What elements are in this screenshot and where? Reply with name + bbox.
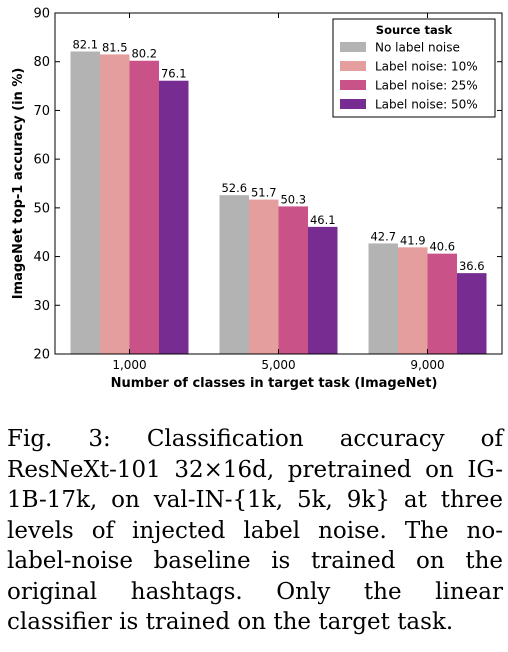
- x-axis-title: Number of classes in target task (ImageN…: [111, 376, 438, 391]
- y-tick-label: 70: [33, 104, 50, 119]
- bar: [398, 247, 428, 354]
- bar: [457, 273, 487, 354]
- x-axis: 1,000 5,000 9,000: [112, 13, 445, 372]
- bar: [129, 60, 159, 355]
- figure-caption: Fig. 3: Classification accuracy of ResNe…: [7, 426, 503, 635]
- legend-label: Label noise: 50%: [375, 98, 478, 112]
- bar: [278, 206, 308, 354]
- bar-value-label: 80.2: [131, 47, 157, 61]
- legend-title: Source task: [376, 23, 453, 37]
- x-tick-label: 1,000: [112, 358, 146, 372]
- bar-chart: 82.1 81.5 80.2 76.1 52.6 51.7 50.3 46.1 42.7 41.9…: [11, 7, 503, 391]
- bar-value-label: 81.5: [102, 40, 128, 54]
- y-tick-label: 50: [33, 201, 50, 216]
- y-tick-label: 80: [33, 55, 50, 70]
- bar-value-label: 41.9: [400, 233, 426, 247]
- y-tick-label: 30: [33, 299, 50, 314]
- y-tick-label: 60: [33, 153, 50, 168]
- bar: [427, 253, 457, 354]
- bar-value-label: 40.6: [429, 240, 455, 254]
- y-tick-label: 40: [33, 250, 50, 265]
- bar: [100, 54, 130, 354]
- bar-value-label: 76.1: [161, 67, 187, 81]
- legend-label: Label noise: 25%: [375, 79, 478, 93]
- x-tick-label: 9,000: [410, 358, 444, 372]
- y-axis-title: ImageNet top-1 accuracy (in %): [11, 68, 26, 300]
- bar: [219, 195, 249, 354]
- bar-value-label: 46.1: [310, 213, 336, 227]
- legend-swatch: [340, 42, 366, 52]
- bar: [159, 80, 189, 355]
- bar-value-label: 51.7: [251, 186, 277, 200]
- y-tick-label: 90: [33, 7, 50, 22]
- bar-value-label: 52.6: [221, 181, 247, 195]
- bar-value-label: 36.6: [459, 259, 485, 273]
- bar-labels-group: 82.1 81.5 80.2 76.1 52.6 51.7 50.3 46.1 42.7 41.9…: [72, 37, 484, 273]
- bar-value-label: 42.7: [370, 229, 396, 243]
- legend-swatch: [340, 80, 366, 90]
- bar: [70, 51, 100, 354]
- x-tick-label: 5,000: [261, 358, 295, 372]
- legend-swatch: [340, 61, 366, 71]
- legend: Source task No label noise Label noise: 1…: [332, 18, 496, 118]
- bar-value-label: 50.3: [280, 192, 306, 206]
- bar: [368, 243, 398, 354]
- y-axis: 20 30 40 50 60 70 80 90: [33, 7, 502, 363]
- plot-frame: [54, 12, 503, 355]
- legend-swatch: [340, 99, 366, 109]
- bars-group: [70, 51, 487, 355]
- legend-label: No label noise: [375, 41, 460, 55]
- legend-label: Label noise: 10%: [375, 60, 478, 74]
- bar: [308, 226, 338, 354]
- bar-value-label: 82.1: [72, 37, 98, 51]
- y-tick-label: 20: [33, 348, 50, 363]
- bar: [249, 199, 279, 354]
